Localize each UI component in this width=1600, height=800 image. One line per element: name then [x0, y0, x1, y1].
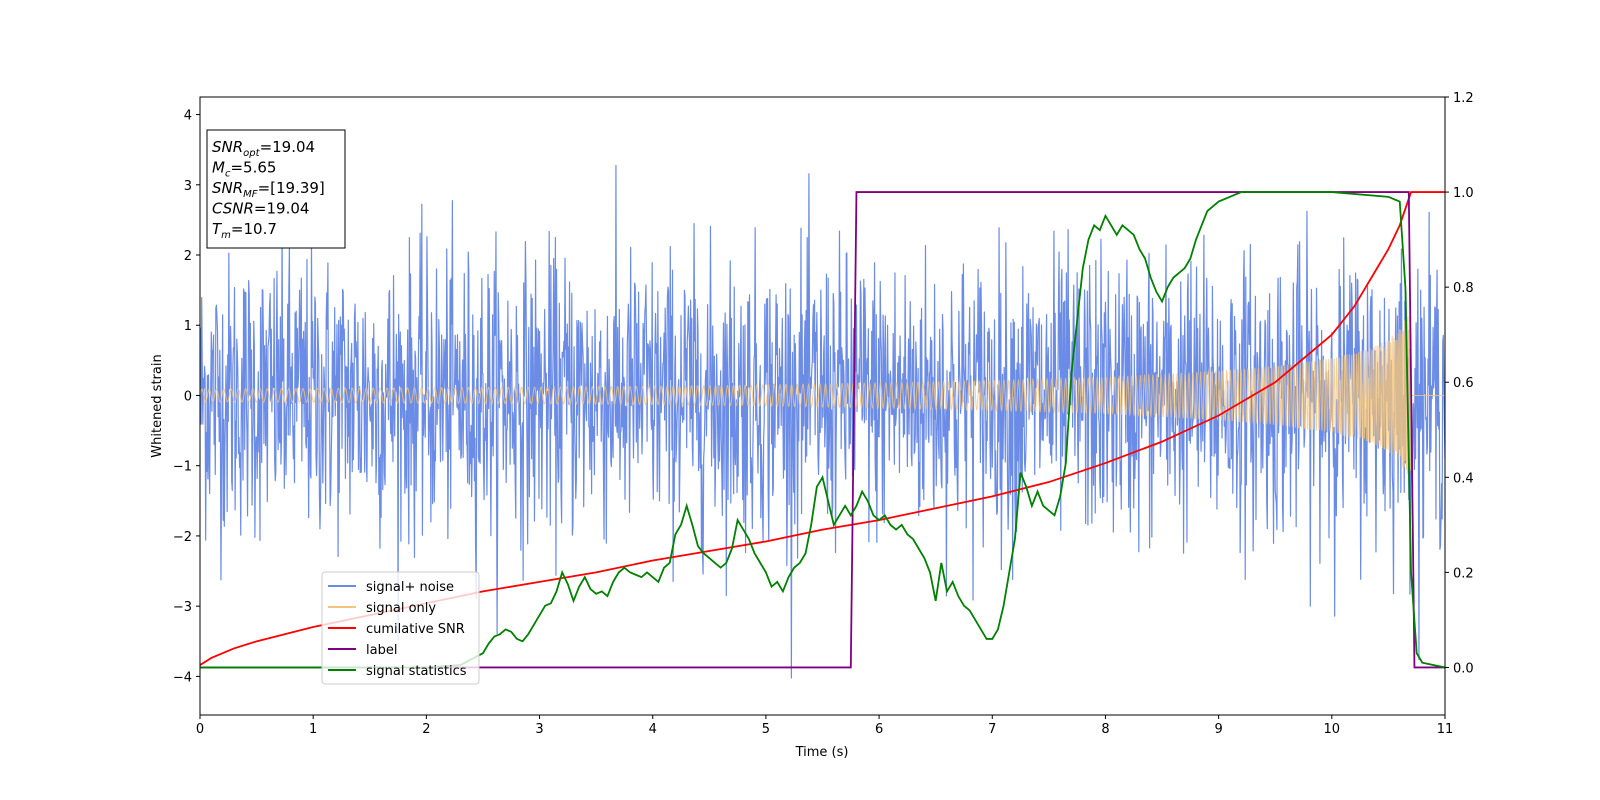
x-tick-label: 3 — [535, 722, 543, 737]
y-axis-label: Whitened strain — [150, 354, 165, 457]
x-tick-label: 9 — [1214, 722, 1222, 737]
label-line — [200, 191, 1445, 669]
legend-label: cumilative SNR — [366, 622, 465, 637]
legend: signal+ noise signal only cumilative SNR la… — [321, 571, 480, 685]
y-tick-label: 4 — [184, 109, 192, 124]
annotation-line: SNRopt=19.04 — [212, 138, 315, 159]
x-tick-label: 2 — [422, 722, 430, 737]
annotation-frame — [206, 129, 346, 249]
y-tick-label: −1 — [173, 460, 192, 475]
y-tick-label: −3 — [173, 600, 192, 615]
annotation-line: Tm=10.7 — [212, 220, 277, 241]
axes-frame — [199, 96, 1446, 716]
y-tick-label: 0 — [184, 389, 192, 404]
y2-tick-label: 0.2 — [1453, 566, 1474, 581]
x-axis-ticks: 0 1 2 3 4 5 6 7 8 9 10 11 — [196, 715, 1453, 737]
legend-label: signal only — [366, 601, 436, 616]
y-tick-label: −2 — [173, 530, 192, 545]
snr-annotation-box: SNRopt=19.04Mc=5.65SNRMF=[19.39]CSNR=19.… — [206, 129, 346, 249]
x-tick-label: 0 — [196, 722, 204, 737]
annotation-line: CSNR=19.04 — [212, 200, 309, 218]
y-axis-ticks: 4 3 2 1 0 −1 −2 −3 −4 — [173, 109, 200, 685]
legend-frame — [321, 571, 480, 685]
x-tick-label: 4 — [649, 722, 657, 737]
y2-axis-ticks: 1.2 1.0 0.8 0.6 0.4 0.2 0.0 — [1445, 91, 1474, 676]
x-tick-label: 10 — [1324, 722, 1341, 737]
x-tick-label: 7 — [988, 722, 996, 737]
x-tick-label: 8 — [1101, 722, 1109, 737]
y-tick-label: 1 — [184, 319, 192, 334]
annotation-line: Mc=5.65 — [212, 159, 276, 180]
y2-tick-label: 1.2 — [1453, 91, 1474, 106]
y2-tick-label: 0.0 — [1453, 661, 1474, 676]
annotation-line: SNRMF=[19.39] — [212, 179, 325, 200]
x-tick-label: 5 — [762, 722, 770, 737]
legend-label: signal+ noise — [366, 580, 454, 595]
y2-tick-label: 0.8 — [1453, 281, 1474, 296]
y-tick-label: 2 — [184, 249, 192, 264]
y2-tick-label: 0.6 — [1453, 376, 1474, 391]
legend-label: label — [366, 643, 397, 658]
x-tick-label: 6 — [875, 722, 883, 737]
x-tick-label: 1 — [309, 722, 317, 737]
y-tick-label: 3 — [184, 179, 192, 194]
x-tick-label: 11 — [1437, 722, 1454, 737]
x-axis-label: Time (s) — [795, 745, 849, 760]
y-tick-label: −4 — [173, 670, 192, 685]
signal-plus-noise-line — [200, 164, 1445, 679]
y2-tick-label: 1.0 — [1453, 186, 1474, 201]
legend-label: signal statistics — [366, 664, 467, 679]
signal-only-line — [200, 314, 1445, 475]
signal-statistics-line — [200, 191, 1445, 669]
y2-tick-label: 0.4 — [1453, 471, 1474, 486]
